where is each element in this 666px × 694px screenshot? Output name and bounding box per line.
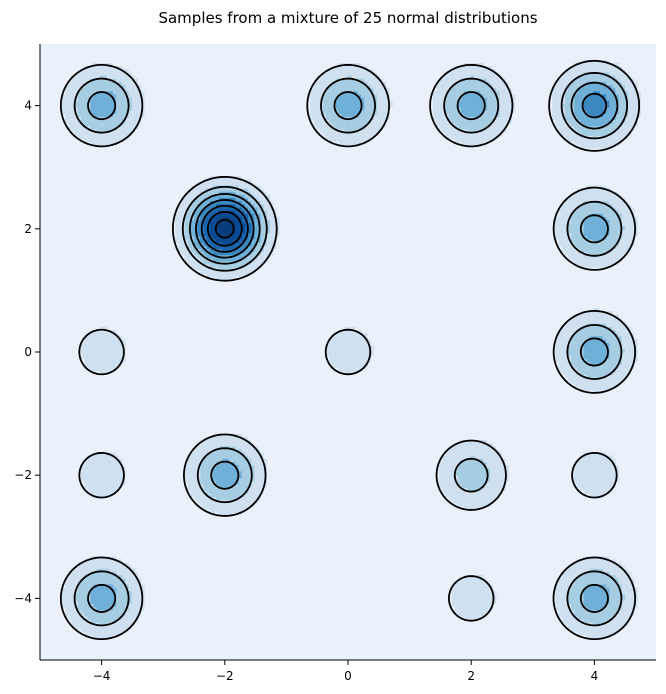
contour-lines (59, 59, 641, 641)
contour-line-level-2 (73, 72, 628, 627)
contour-line-level-7 (214, 218, 235, 239)
x-tick-label: 0 (344, 669, 352, 683)
x-tick-label: 2 (467, 669, 475, 683)
y-tick-label: 0 (24, 345, 32, 359)
contour-line-level-4 (195, 92, 608, 259)
contour-line-level-3 (87, 81, 619, 613)
axes: −4 −2 0 2 4 −4 −2 0 2 4 (14, 44, 656, 683)
contour-line-level-6 (206, 210, 243, 247)
y-tick-label: −2 (14, 468, 32, 482)
x-tick-label: 4 (591, 669, 599, 683)
x-tick-label: −4 (93, 669, 111, 683)
contour-line-level-5 (200, 204, 249, 253)
y-tick-label: 2 (24, 222, 32, 236)
y-tick-label: 4 (24, 99, 32, 113)
contour-line-level-1 (59, 59, 641, 641)
y-tick-label: −4 (14, 591, 32, 605)
chart-title: Samples from a mixture of 25 normal dist… (158, 9, 537, 27)
x-tick-label: −2 (216, 669, 234, 683)
